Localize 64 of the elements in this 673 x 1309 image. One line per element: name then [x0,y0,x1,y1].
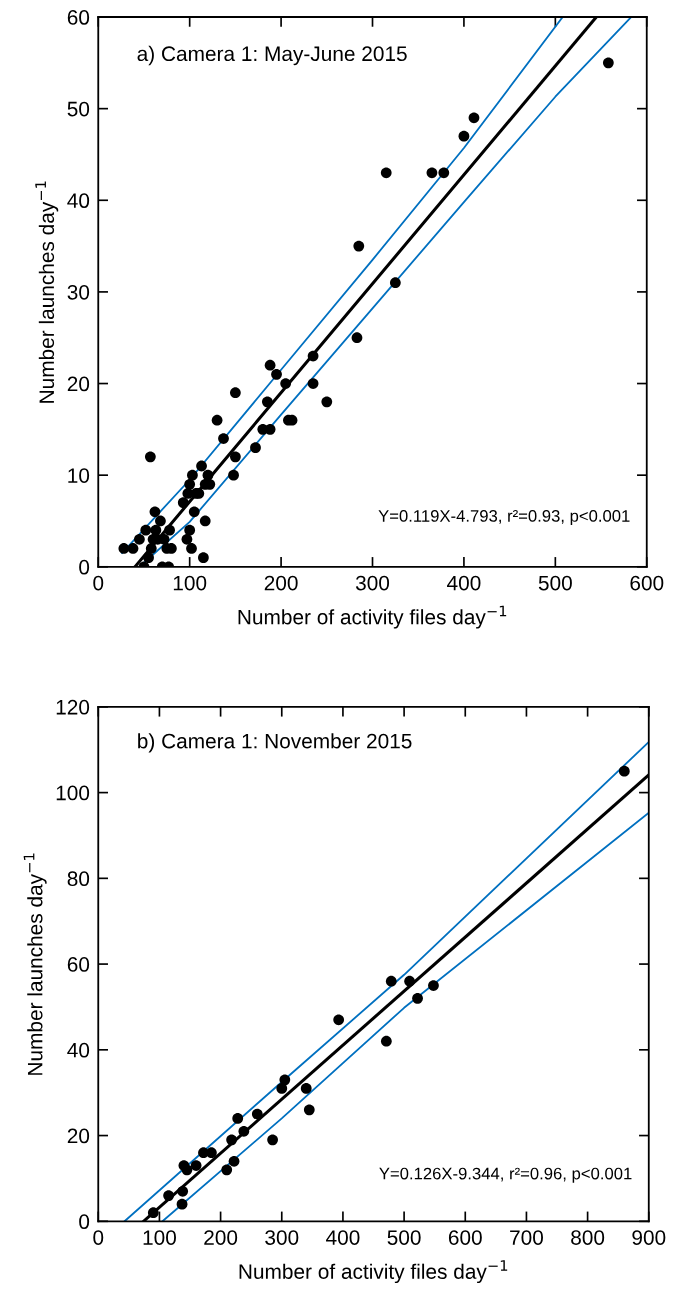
point [333,1014,345,1026]
x-tick-label: 600 [630,575,664,591]
x-tick-label: 500 [387,1230,421,1245]
x-tick-label: 400 [447,575,481,591]
x-tick-label: 900 [632,1230,666,1245]
point [177,1185,189,1197]
point [303,1104,315,1116]
point [190,1160,202,1171]
y-tick-label: 20 [67,1128,90,1144]
y-tick-label: 60 [67,957,90,972]
point [385,975,397,987]
y-axis-title: Number launches day$^{−1}$ [35,181,59,403]
y-tick-label: 60 [67,10,90,25]
point [232,1113,244,1124]
point [206,1147,217,1159]
y-tick-label: 50 [67,101,90,117]
x-axis-title: Number of activity files day$^{−1}$ [239,1260,508,1284]
point [238,1125,250,1137]
point [176,1198,188,1210]
x-tick-label: 0 [93,575,104,591]
point [412,992,423,1004]
x-tick-label: 300 [265,1230,299,1245]
x-tick-label: 200 [264,575,298,591]
point [181,1164,193,1176]
point [163,1190,174,1201]
y-tick-label: 100 [56,785,90,801]
x-tick-label: 100 [173,575,207,591]
point [276,1083,288,1094]
annotation: Y=0.119X-4.793, r²=0.93, p<0.001 [378,509,630,526]
annotation: Y=0.126X-9.344, r²=0.96, p<0.001 [379,1167,632,1183]
point [428,980,439,991]
y-tick-label: 40 [67,193,90,209]
y-tick-label: 80 [67,871,90,887]
point [228,1155,240,1167]
x-tick-label: 100 [143,1230,176,1245]
x-tick-label: 600 [448,1230,482,1245]
point [226,1134,237,1146]
x-tick-label: 700 [510,1230,543,1245]
x-tick-label: 800 [571,1230,605,1245]
y-tick-label: 40 [67,1042,90,1058]
point [279,1074,291,1086]
point [147,1207,159,1219]
point [618,765,630,777]
point [404,975,415,987]
point [267,1134,278,1146]
y-tick-label: 20 [67,376,90,392]
y-axis-title: Number launches day$^{−1}$ [23,853,47,1075]
text: b) Camera 1: November 2015 [138,733,412,753]
y-tick-label: 0 [79,1214,90,1230]
point [221,1164,233,1176]
x-tick-label: 400 [326,1230,360,1245]
x-tick-label: 300 [355,575,390,591]
x-axis-title: Number of activity files day$^{−1}$ [238,605,507,629]
point [300,1083,312,1094]
y-tick-label: 120 [56,699,90,715]
x-tick-label: 0 [93,1230,104,1245]
y-tick-label: 10 [68,468,90,483]
text: a) Camera 1: May-June 2015 [137,45,407,66]
point [380,1035,392,1047]
y-tick-label: 30 [67,284,90,300]
x-tick-label: 200 [204,1230,238,1245]
point [251,1108,263,1120]
x-tick-label: 500 [538,575,572,591]
y-tick-label: 0 [79,559,90,575]
